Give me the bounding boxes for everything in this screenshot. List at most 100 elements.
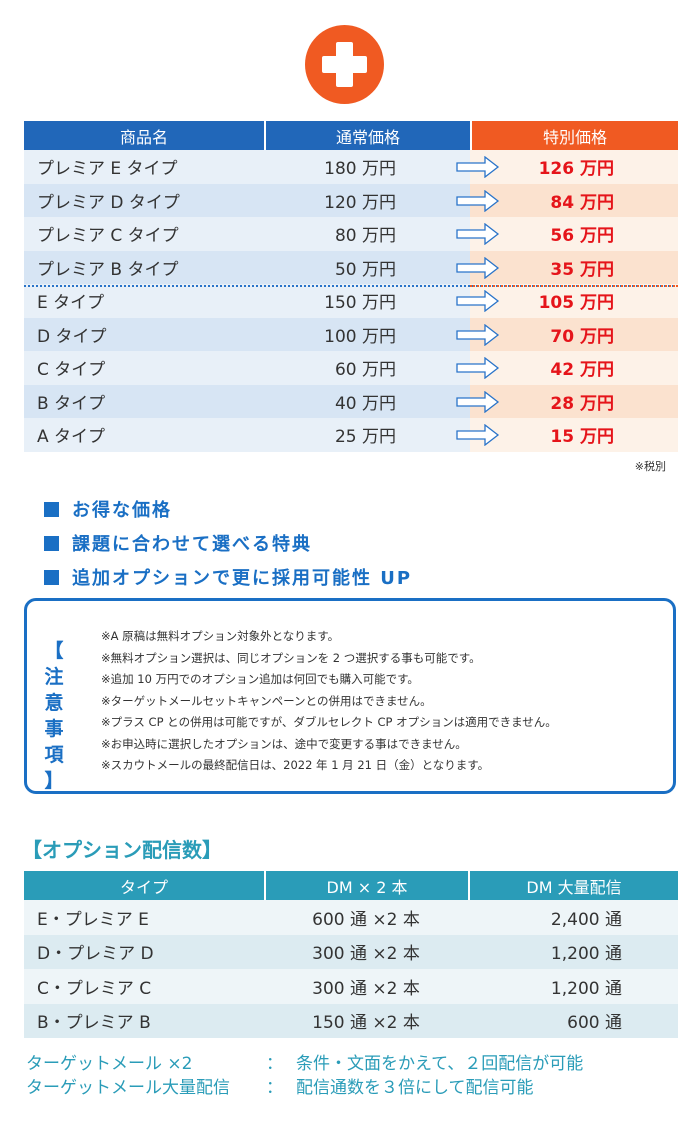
product-name: D タイプ bbox=[24, 317, 264, 351]
caution-item: ※A 原稿は無料オプション対象外となります。 bbox=[101, 629, 340, 643]
arrow-right-icon bbox=[456, 156, 500, 178]
header-dm2: DM × 2 本 bbox=[266, 871, 468, 900]
feature-item: 課題に合わせて選べる特典 bbox=[44, 526, 412, 560]
product-name: A タイプ bbox=[24, 418, 264, 452]
caution-title: 【 注 意 事 項 】 bbox=[40, 638, 68, 794]
feature-text: 課題に合わせて選べる特典 bbox=[72, 534, 312, 555]
header-type: タイプ bbox=[24, 871, 264, 900]
price-row: プレミア B タイプ 50 万円 35 万円 bbox=[24, 250, 678, 284]
footer-colon: ： bbox=[266, 1078, 283, 1098]
option-type: C・プレミア C bbox=[24, 969, 264, 1004]
special-price: 126 万円 bbox=[470, 150, 678, 184]
option-dm2: 600 通 ×2 本 bbox=[264, 900, 468, 935]
arrow-right-icon bbox=[456, 189, 500, 212]
option-bulk: 1,200 通 bbox=[468, 969, 678, 1004]
regular-price: 180 万円 bbox=[264, 150, 470, 184]
price-row: E タイプ 150 万円 105 万円 bbox=[24, 284, 678, 318]
price-row: D タイプ 100 万円 70 万円 bbox=[24, 317, 678, 351]
header-regular-price: 通常価格 bbox=[266, 121, 470, 150]
caution-item: ※プラス CP との併用は可能ですが、ダブルセレクト CP オプションは適用でき… bbox=[101, 715, 557, 729]
footer-value: 条件・文面をかえて、２回配信が可能 bbox=[296, 1054, 584, 1074]
caution-title-char: 注 bbox=[44, 666, 64, 688]
option-row: D・プレミア D 300 通 ×2 本 1,200 通 bbox=[24, 934, 678, 969]
caution-item: ※お申込時に選択したオプションは、途中で変更する事はできません。 bbox=[101, 736, 467, 751]
footer-line: ターゲットメール ×2 ： 条件・文面をかえて、２回配信が可能 bbox=[26, 1052, 583, 1076]
feature-item: お得な価格 bbox=[44, 492, 412, 526]
option-type: B・プレミア B bbox=[24, 1003, 264, 1038]
price-row: A タイプ 25 万円 15 万円 bbox=[24, 418, 678, 452]
product-name: プレミア E タイプ bbox=[24, 150, 264, 184]
header-special-price: 特別価格 bbox=[472, 121, 678, 150]
product-name: プレミア B タイプ bbox=[24, 250, 264, 284]
square-bullet-icon bbox=[44, 569, 59, 585]
footer-colon: ： bbox=[266, 1054, 283, 1074]
footer-key: ターゲットメール大量配信 bbox=[26, 1078, 230, 1098]
caution-item: ※追加 10 万円でのオプション追加は何回でも購入可能です。 bbox=[101, 672, 419, 686]
arrow-right-icon bbox=[456, 223, 500, 245]
regular-price: 25 万円 bbox=[264, 418, 470, 452]
plus-icon bbox=[305, 25, 384, 104]
product-name: C タイプ bbox=[24, 351, 264, 385]
price-table-header: 商品名 通常価格 特別価格 bbox=[24, 121, 678, 150]
regular-price: 60 万円 bbox=[264, 351, 470, 385]
regular-price: 100 万円 bbox=[264, 317, 470, 351]
footer-line: ターゲットメール大量配信 ： 配信通数を３倍にして配信可能 bbox=[26, 1076, 583, 1100]
feature-list: お得な価格 課題に合わせて選べる特典 追加オプションで更に採用可能性 UP bbox=[44, 492, 412, 594]
price-row: B タイプ 40 万円 28 万円 bbox=[24, 384, 678, 418]
product-name: プレミア D タイプ bbox=[24, 183, 264, 217]
caution-box: 【 注 意 事 項 】 ※A 原稿は無料オプション対象外となります。 ※無料オプ… bbox=[24, 598, 676, 794]
arrow-right-icon bbox=[456, 323, 500, 346]
price-table: 商品名 通常価格 特別価格 プレミア E タイプ 180 万円 126 万円 プレミア… bbox=[24, 121, 678, 452]
arrow-right-icon bbox=[456, 390, 500, 413]
caution-title-char: 事 bbox=[44, 718, 64, 740]
price-row: プレミア E タイプ 180 万円 126 万円 bbox=[24, 150, 678, 184]
special-price: 105 万円 bbox=[470, 284, 678, 318]
regular-price: 120 万円 bbox=[264, 183, 470, 217]
price-row: プレミア C タイプ 80 万円 56 万円 bbox=[24, 217, 678, 251]
caution-item: ※スカウトメールの最終配信日は、2022 年 1 月 21 日（金）となります。 bbox=[101, 758, 490, 772]
special-price: 28 万円 bbox=[470, 384, 678, 418]
square-bullet-icon bbox=[44, 535, 59, 551]
premium-divider-special bbox=[470, 285, 678, 287]
caution-title-char: 項 bbox=[44, 744, 64, 766]
arrow-right-icon bbox=[456, 290, 500, 312]
arrow-right-icon bbox=[456, 357, 500, 379]
regular-price: 80 万円 bbox=[264, 217, 470, 251]
special-price: 42 万円 bbox=[470, 351, 678, 385]
caution-list: ※A 原稿は無料オプション対象外となります。 ※無料オプション選択は、同じオプシ… bbox=[101, 626, 557, 777]
price-rows: プレミア E タイプ 180 万円 126 万円 プレミア D タイプ 120 万円 84… bbox=[24, 150, 678, 452]
option-type: E・プレミア E bbox=[24, 900, 264, 935]
header-product-name: 商品名 bbox=[24, 121, 264, 150]
option-row: E・プレミア E 600 通 ×2 本 2,400 通 bbox=[24, 900, 678, 935]
price-row: C タイプ 60 万円 42 万円 bbox=[24, 351, 678, 385]
option-table-header: タイプ DM × 2 本 DM 大量配信 bbox=[24, 871, 678, 900]
special-price: 70 万円 bbox=[470, 317, 678, 351]
feature-text: 追加オプションで更に採用可能性 UP bbox=[72, 568, 413, 589]
header-bulk: DM 大量配信 bbox=[470, 871, 678, 900]
feature-item: 追加オプションで更に採用可能性 UP bbox=[44, 560, 412, 594]
footer-notes: ターゲットメール ×2 ： 条件・文面をかえて、２回配信が可能 ターゲットメール… bbox=[26, 1052, 583, 1100]
option-type: D・プレミア D bbox=[24, 934, 264, 969]
regular-price: 150 万円 bbox=[264, 284, 470, 318]
tax-note: ※税別 bbox=[634, 460, 666, 473]
option-dm2: 300 通 ×2 本 bbox=[264, 934, 468, 969]
caution-title-char: 【 bbox=[44, 640, 64, 662]
feature-text: お得な価格 bbox=[72, 500, 172, 521]
special-price: 35 万円 bbox=[470, 250, 678, 284]
product-name: プレミア C タイプ bbox=[24, 217, 264, 251]
option-row: B・プレミア B 150 通 ×2 本 600 通 bbox=[24, 1003, 678, 1038]
option-bulk: 1,200 通 bbox=[468, 934, 678, 969]
caution-item: ※ターゲットメールセットキャンペーンとの併用はできません。 bbox=[101, 693, 432, 708]
premium-divider bbox=[24, 285, 678, 287]
option-row: C・プレミア C 300 通 ×2 本 1,200 通 bbox=[24, 969, 678, 1004]
special-price: 84 万円 bbox=[470, 183, 678, 217]
regular-price: 50 万円 bbox=[264, 250, 470, 284]
arrow-right-icon bbox=[456, 424, 500, 446]
arrow-right-icon bbox=[456, 256, 500, 279]
caution-title-char: 】 bbox=[44, 770, 64, 792]
option-section-title: 【オプション配信数】 bbox=[22, 838, 222, 862]
caution-item: ※無料オプション選択は、同じオプションを 2 つ選択する事も可能です。 bbox=[101, 650, 481, 665]
option-dm2: 150 通 ×2 本 bbox=[264, 1003, 468, 1038]
special-price: 56 万円 bbox=[470, 217, 678, 251]
